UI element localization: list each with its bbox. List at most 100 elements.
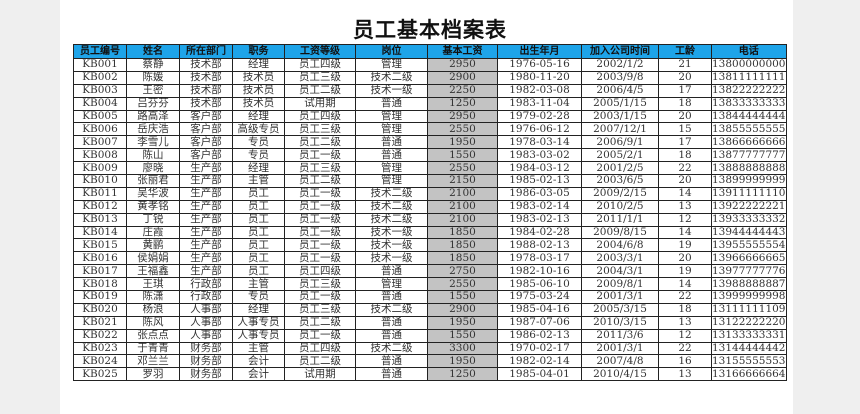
cell-join-date[interactable]: 2003/6/5 <box>581 174 659 188</box>
cell-post[interactable]: 普通 <box>355 367 428 382</box>
column-header-salary-grade[interactable]: 工资等级 <box>284 44 356 59</box>
cell-post[interactable]: 技术二级 <box>355 186 428 201</box>
cell-salary-grade[interactable]: 试用期 <box>284 96 356 111</box>
cell-post[interactable]: 技术二级 <box>355 199 428 214</box>
cell-employee-id[interactable]: KB023 <box>73 341 127 356</box>
cell-salary-grade[interactable]: 员工四级 <box>284 341 356 356</box>
cell-name[interactable]: 吴华波 <box>126 186 180 201</box>
cell-name[interactable]: 岳庆浩 <box>126 122 180 137</box>
cell-department[interactable]: 客户部 <box>179 122 233 137</box>
cell-birth-date[interactable]: 1975-03-24 <box>497 290 582 304</box>
cell-position[interactable]: 技术员 <box>232 96 285 111</box>
cell-base-salary[interactable]: 2950 <box>427 109 498 124</box>
cell-name[interactable]: 罗羽 <box>126 367 180 382</box>
cell-birth-date[interactable]: 1985-02-13 <box>497 174 582 188</box>
cell-seniority[interactable]: 13 <box>658 367 712 382</box>
cell-department[interactable]: 人事部 <box>179 328 233 343</box>
cell-position[interactable]: 主管 <box>232 174 285 188</box>
column-header-position[interactable]: 职务 <box>232 44 285 59</box>
cell-salary-grade[interactable]: 员工一级 <box>284 199 356 214</box>
cell-birth-date[interactable]: 1985-04-16 <box>497 302 582 317</box>
cell-salary-grade[interactable]: 员工三级 <box>284 161 356 176</box>
cell-phone[interactable]: 13111111109 <box>711 302 787 317</box>
cell-join-date[interactable]: 2011/1/1 <box>581 212 659 227</box>
cell-seniority[interactable]: 14 <box>658 186 712 201</box>
cell-birth-date[interactable]: 1983-02-13 <box>497 212 582 227</box>
cell-name[interactable]: 王福鑫 <box>126 264 180 279</box>
cell-phone[interactable]: 13977777776 <box>711 264 787 279</box>
cell-phone[interactable]: 13811111111 <box>711 70 787 85</box>
cell-name[interactable]: 陈潇 <box>126 290 180 304</box>
cell-join-date[interactable]: 2003/1/15 <box>581 109 659 124</box>
cell-phone[interactable]: 13988888887 <box>711 277 787 292</box>
cell-position[interactable]: 会计 <box>232 367 285 382</box>
cell-department[interactable]: 人事部 <box>179 302 233 317</box>
cell-position[interactable]: 高级专员 <box>232 122 285 137</box>
cell-employee-id[interactable]: KB006 <box>73 122 127 137</box>
cell-employee-id[interactable]: KB019 <box>73 290 127 304</box>
cell-phone[interactable]: 13800000000 <box>711 58 787 72</box>
cell-join-date[interactable]: 2007/4/8 <box>581 354 659 369</box>
cell-join-date[interactable]: 2001/2/5 <box>581 161 659 176</box>
cell-salary-grade[interactable]: 员工四级 <box>284 58 356 72</box>
cell-employee-id[interactable]: KB022 <box>73 328 127 343</box>
cell-position[interactable]: 主管 <box>232 277 285 292</box>
cell-phone[interactable]: 13855555555 <box>711 122 787 137</box>
cell-position[interactable]: 主管 <box>232 341 285 356</box>
cell-base-salary[interactable]: 1850 <box>427 225 498 240</box>
cell-employee-id[interactable]: KB018 <box>73 277 127 292</box>
cell-post[interactable]: 技术二级 <box>355 70 428 85</box>
cell-position[interactable]: 员工 <box>232 264 285 279</box>
cell-seniority[interactable]: 18 <box>658 302 712 317</box>
cell-birth-date[interactable]: 1976-05-16 <box>497 58 582 72</box>
cell-salary-grade[interactable]: 员工一级 <box>284 225 356 240</box>
cell-phone[interactable]: 13888888888 <box>711 161 787 176</box>
cell-name[interactable]: 侯娟娟 <box>126 251 180 266</box>
cell-position[interactable]: 经理 <box>232 161 285 176</box>
cell-seniority[interactable]: 15 <box>658 122 712 137</box>
cell-seniority[interactable]: 20 <box>658 251 712 266</box>
cell-join-date[interactable]: 2005/2/1 <box>581 148 659 163</box>
cell-position[interactable]: 员工 <box>232 186 285 201</box>
cell-employee-id[interactable]: KB005 <box>73 109 127 124</box>
cell-name[interactable]: 张丽君 <box>126 174 180 188</box>
cell-salary-grade[interactable]: 员工二级 <box>284 354 356 369</box>
cell-birth-date[interactable]: 1984-02-28 <box>497 225 582 240</box>
cell-department[interactable]: 技术部 <box>179 58 233 72</box>
cell-employee-id[interactable]: KB024 <box>73 354 127 369</box>
cell-join-date[interactable]: 2003/9/8 <box>581 70 659 85</box>
cell-name[interactable]: 路高泽 <box>126 109 180 124</box>
cell-join-date[interactable]: 2002/1/2 <box>581 58 659 72</box>
cell-birth-date[interactable]: 1982-10-16 <box>497 264 582 279</box>
cell-join-date[interactable]: 2009/2/15 <box>581 186 659 201</box>
cell-position[interactable]: 经理 <box>232 109 285 124</box>
cell-employee-id[interactable]: KB011 <box>73 186 127 201</box>
cell-name[interactable]: 王密 <box>126 83 180 98</box>
cell-phone[interactable]: 13911111110 <box>711 186 787 201</box>
cell-salary-grade[interactable]: 员工三级 <box>284 70 356 85</box>
cell-name[interactable]: 邓兰兰 <box>126 354 180 369</box>
cell-post[interactable]: 管理 <box>355 109 428 124</box>
cell-base-salary[interactable]: 1950 <box>427 135 498 150</box>
cell-base-salary[interactable]: 2950 <box>427 58 498 72</box>
cell-base-salary[interactable]: 2550 <box>427 277 498 292</box>
cell-post[interactable]: 技术一级 <box>355 225 428 240</box>
cell-department[interactable]: 生产部 <box>179 251 233 266</box>
cell-base-salary[interactable]: 1550 <box>427 290 498 304</box>
cell-seniority[interactable]: 13 <box>658 315 712 330</box>
cell-base-salary[interactable]: 2100 <box>427 199 498 214</box>
cell-position[interactable]: 会计 <box>232 354 285 369</box>
cell-phone[interactable]: 13144444442 <box>711 341 787 356</box>
cell-salary-grade[interactable]: 员工一级 <box>284 290 356 304</box>
cell-seniority[interactable]: 12 <box>658 212 712 227</box>
cell-seniority[interactable]: 14 <box>658 225 712 240</box>
cell-name[interactable]: 王琪 <box>126 277 180 292</box>
cell-salary-grade[interactable]: 员工三级 <box>284 302 356 317</box>
cell-post[interactable]: 普通 <box>355 148 428 163</box>
cell-department[interactable]: 生产部 <box>179 161 233 176</box>
cell-join-date[interactable]: 2010/2/5 <box>581 199 659 214</box>
cell-phone[interactable]: 13833333333 <box>711 96 787 111</box>
cell-phone[interactable]: 13877777777 <box>711 148 787 163</box>
cell-post[interactable]: 技术一级 <box>355 83 428 98</box>
cell-position[interactable]: 技术员 <box>232 83 285 98</box>
